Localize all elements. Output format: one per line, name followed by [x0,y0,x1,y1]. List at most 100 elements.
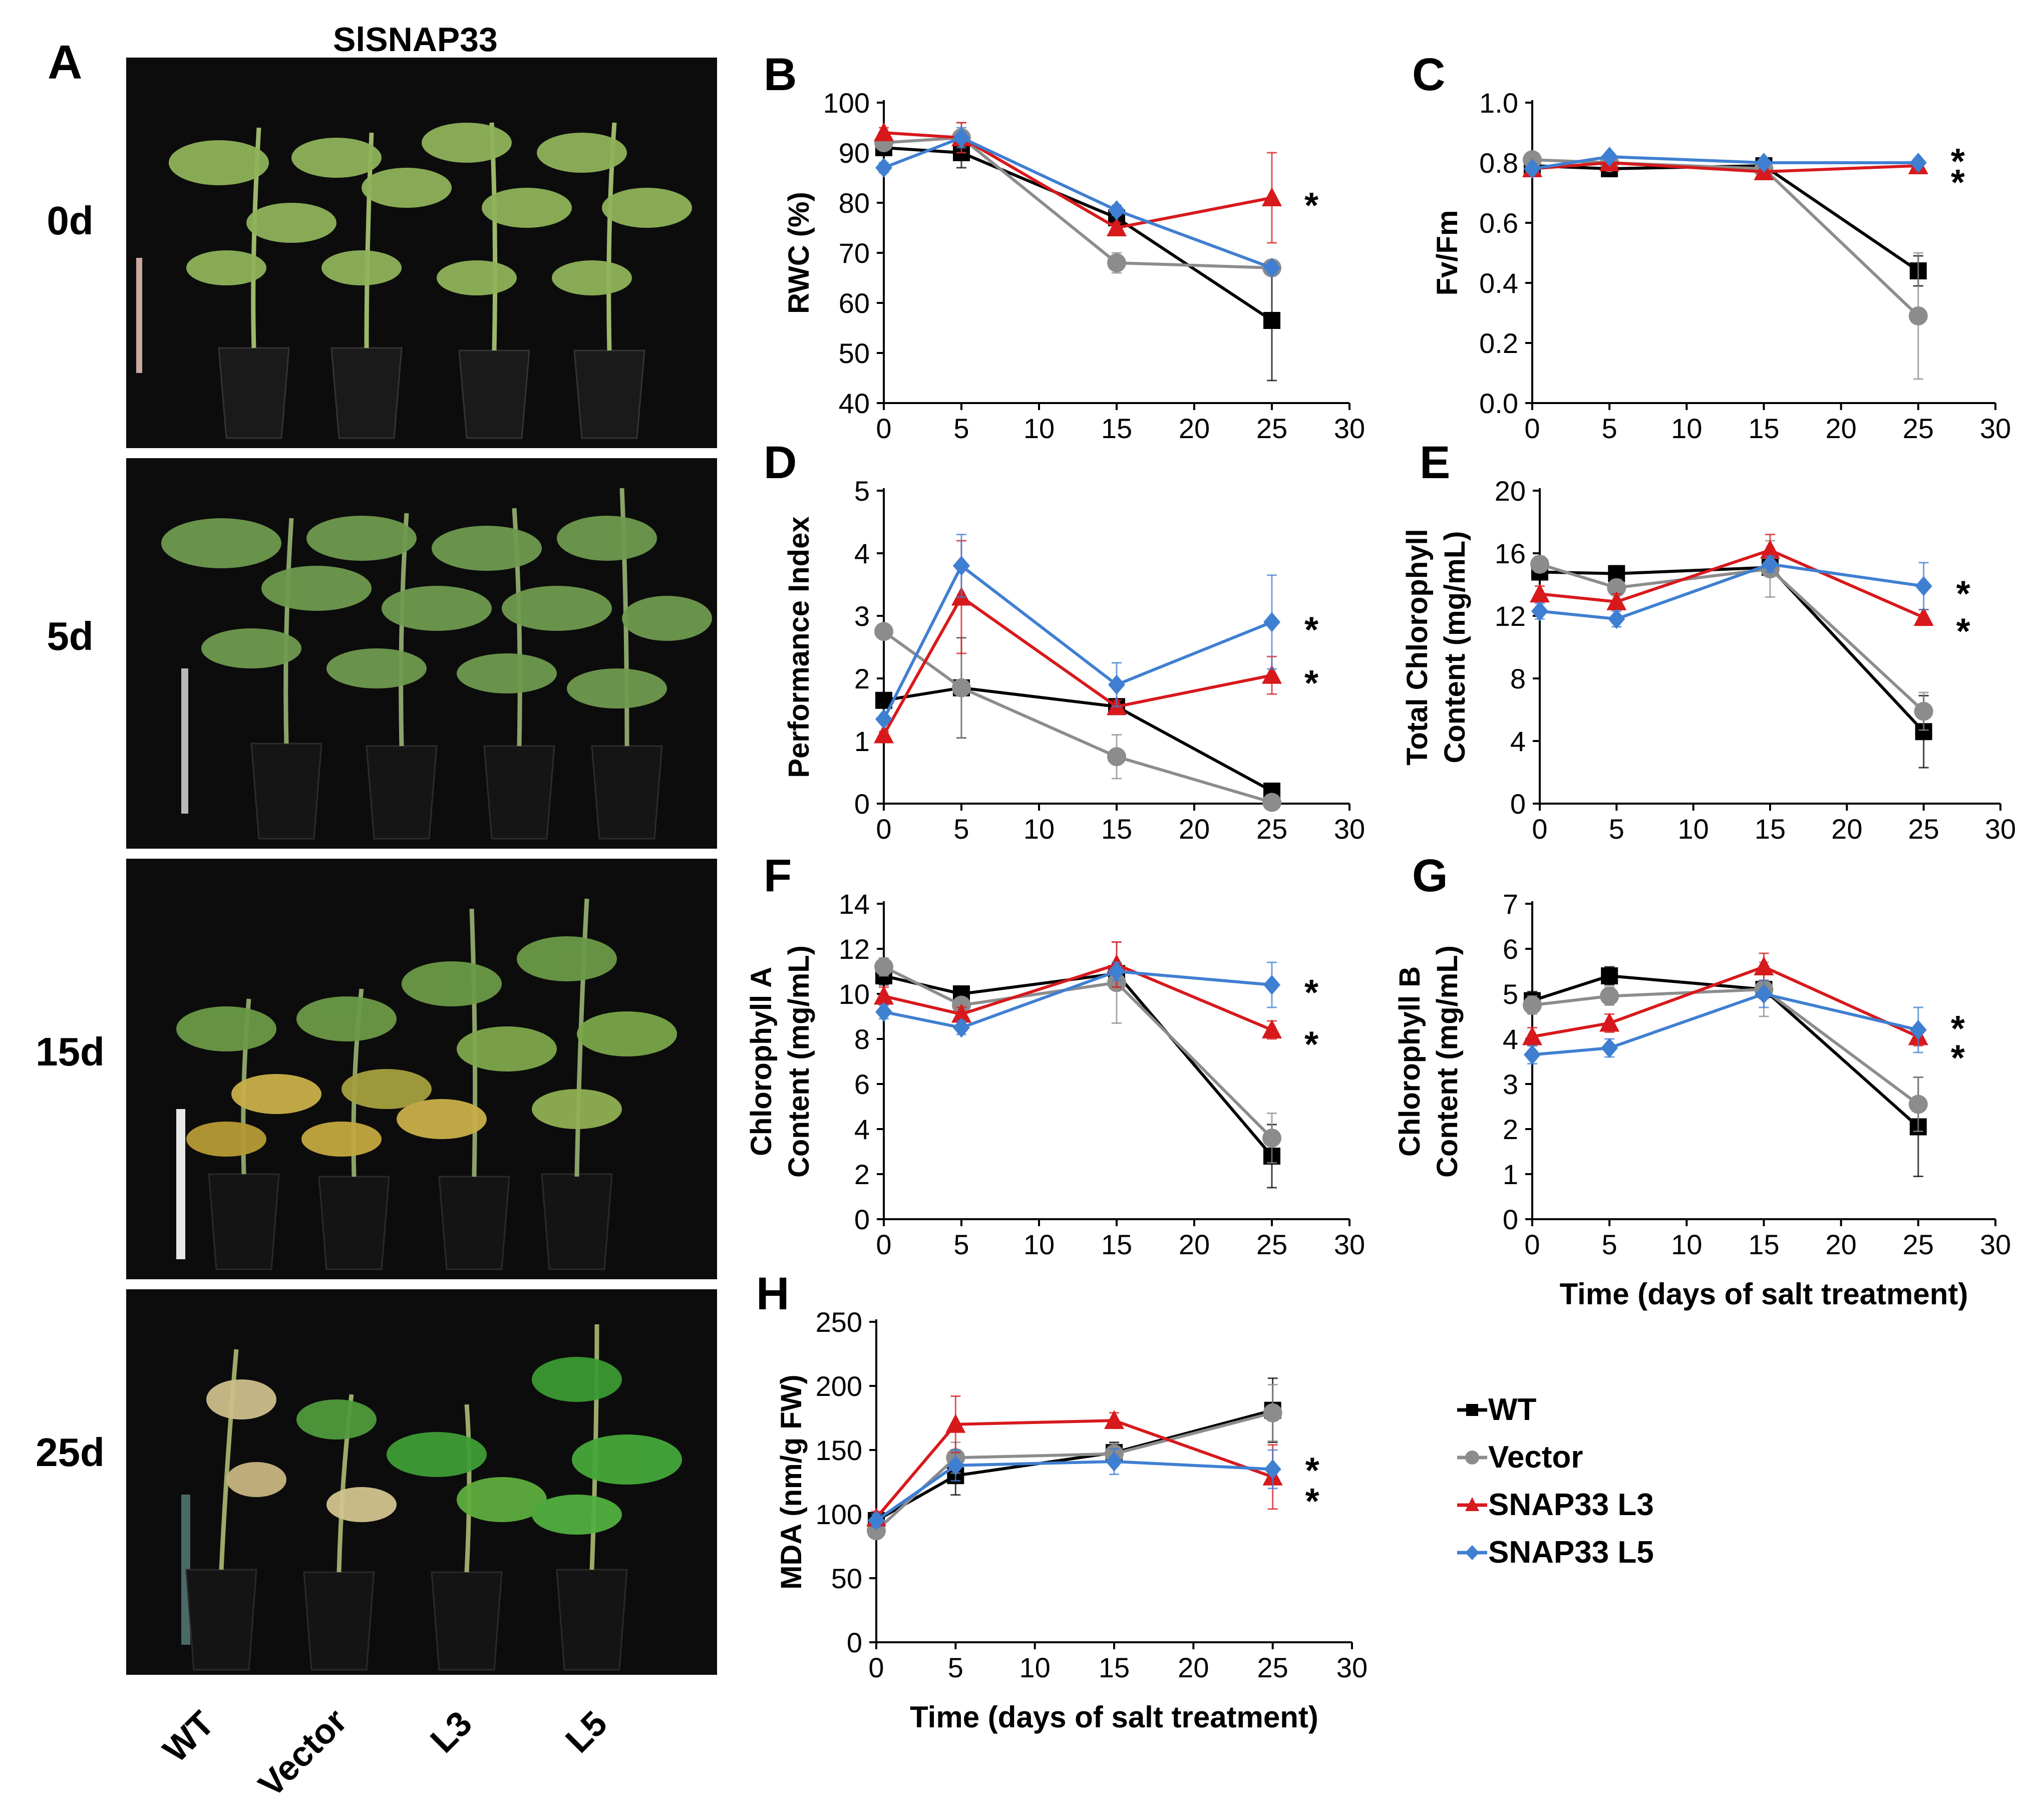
significance-asterisk: * [1305,1482,1319,1522]
y-tick-label: 1.0 [1479,87,1518,119]
chart-f: F 0 2 4 6 8 10 12 14 0 5 10 15 20 25 30 Chlorophyll A Con… [745,850,1365,1260]
data-point [1104,1410,1124,1429]
series-wt [875,637,1280,800]
significance-asterisk: * [1951,142,1965,182]
y-tick-label: 2 [854,663,870,694]
significance-asterisk: * [1951,163,1965,203]
data-point [1908,306,1928,325]
x-tick-label: 15 [1748,1229,1779,1260]
data-point [1601,1038,1618,1058]
y-tick-label: 0.2 [1479,327,1518,359]
x-tick-label: 15 [1101,1229,1132,1260]
series-line [1539,562,1924,621]
y-axis-label: RWC (%) [783,192,815,314]
y-tick-label: 10 [839,978,870,1010]
significance-asterisk: * [1956,574,1970,614]
y-tick-label: 100 [816,1499,862,1530]
data-point [1108,674,1125,695]
x-tick-label: 30 [1980,1229,2011,1260]
data-point [1262,1129,1281,1148]
data-point [1913,607,1934,626]
data-point [953,1017,970,1038]
series-line [883,146,1273,322]
x-tick-label: 5 [1602,1229,1617,1260]
series-vector [874,622,1281,812]
data-point [1107,747,1126,767]
x-tick-label: 30 [1980,413,2011,444]
data-point [874,985,894,1005]
series-line [875,1411,1273,1532]
x-tick-label: 0 [1524,413,1540,444]
x-axis-label: Time (days of salt treatment) [1560,1277,1968,1311]
y-tick-label: 2 [1503,1114,1518,1145]
series-snap33-l5 [1524,979,1927,1065]
y-tick-label: 6 [1503,933,1518,965]
data-point [1760,539,1780,559]
day-label-0d: 0d [47,198,94,243]
significance-asterisk: * [1956,612,1970,652]
x-tick-label: 25 [1908,813,1939,845]
data-point [1107,217,1127,236]
plant-photo-25d [126,1289,717,1675]
y-tick-label: 8 [854,1023,870,1055]
y-axis-label: Performance Index [783,516,815,778]
series-snap33-l5 [875,961,1280,1038]
x-tick-label: 10 [1019,1652,1051,1683]
data-point [952,678,971,697]
chart-e: E 0 4 8 12 16 20 0 5 10 15 20 25 30 Total Chlorophyll C… [1401,437,2016,845]
series-line [1539,548,1924,619]
y-tick-label: 5 [854,475,870,507]
x-tick-label: 5 [1609,813,1624,845]
y-tick-label: 0.4 [1479,267,1518,299]
data-point [1608,609,1625,629]
data-point [1606,591,1627,610]
plant-photo-15d [126,859,717,1279]
data-point [1762,554,1779,574]
x-tick-label: 25 [1256,813,1287,845]
y-tick-label: 0 [847,1627,862,1658]
significance-asterisk: * [1951,1009,1965,1049]
y-tick-label: 150 [816,1434,862,1466]
x-tick-label: 25 [1903,413,1934,444]
y-tick-label: 200 [816,1370,862,1402]
series-line [1532,974,1919,1128]
data-point [1530,554,1549,574]
x-tick-label: 5 [953,413,969,444]
panel-a-title: SlSNAP33 [333,21,498,59]
series-snap33-l3 [1530,534,1934,626]
data-point [1908,1095,1928,1114]
x-tick-label: 15 [1101,413,1132,444]
series-line [1532,992,1919,1056]
x-tick-label: 0 [1524,1229,1540,1260]
data-point [1263,312,1280,329]
series-line [883,630,1272,804]
y-tick-label: 3 [854,600,870,632]
y-tick-label: 4 [854,1114,870,1145]
series-line [883,136,1273,269]
legend-label-vector: Vector [1488,1440,1583,1475]
series-line [1539,563,1925,712]
chart-d: D 0 1 2 3 4 5 0 5 10 15 20 25 30 Performance Index * * [764,437,1365,845]
x-tick-label: 30 [1334,1229,1365,1260]
y-tick-label: 20 [1495,475,1526,507]
data-point [1601,967,1618,984]
significance-asterisk: * [1304,1025,1318,1065]
y-tick-label: 90 [839,137,870,169]
data-point [875,709,892,730]
y-tick-label: 0.8 [1479,147,1518,179]
series-line [883,965,1273,1140]
data-point [1263,612,1280,632]
x-axis-label: Time (days of salt treatment) [910,1700,1318,1734]
y-axis-label: Fv/Fm [1431,210,1464,296]
x-tick-label: 25 [1256,1229,1287,1260]
data-point [1914,701,1933,721]
panel-label: G [1412,850,1448,901]
day-label-25d: 25d [36,1430,105,1475]
data-point [874,122,894,141]
significance-asterisk: * [1304,186,1318,226]
day-label-15d: 15d [36,1029,105,1074]
data-point [1108,200,1125,220]
y-axis-label: Content (mg/mL) [1439,531,1471,764]
